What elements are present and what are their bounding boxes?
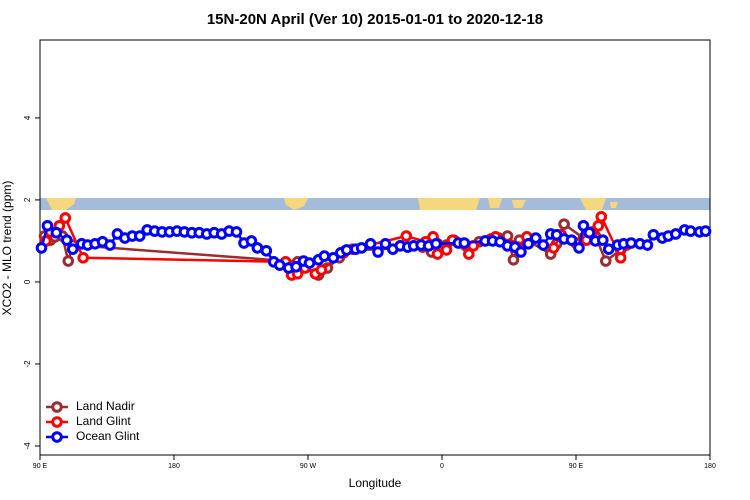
- legend-label: Land Nadir: [76, 399, 135, 413]
- point: [230, 226, 243, 238]
- y-axis-label: XCO2 - MLO trend (ppm): [0, 181, 14, 316]
- y-tick-label: 4: [23, 115, 32, 120]
- point: [327, 251, 340, 264]
- point: [522, 238, 535, 250]
- x-tick-label: 180: [168, 463, 180, 470]
- point: [430, 238, 442, 250]
- point: [565, 234, 578, 246]
- point: [641, 239, 654, 251]
- point: [595, 210, 608, 223]
- point: [77, 251, 89, 264]
- y-tick-label: 0: [23, 279, 32, 284]
- legend-label: Ocean Glint: [76, 429, 140, 443]
- point: [133, 230, 146, 242]
- point: [463, 248, 475, 260]
- point: [699, 225, 712, 237]
- point: [59, 212, 72, 224]
- point: [50, 226, 63, 239]
- point: [592, 219, 605, 232]
- chart-title: 15N-20N April (Ver 10) 2015-01-01 to 202…: [207, 11, 543, 28]
- point: [602, 243, 615, 255]
- point: [431, 248, 444, 260]
- x-tick-label: 90 E: [569, 463, 584, 470]
- point: [599, 255, 612, 267]
- legend-marker: [51, 401, 63, 413]
- x-tick-label: 90 E: [33, 463, 48, 470]
- point: [515, 246, 527, 258]
- y-tick-label: -2: [23, 360, 32, 368]
- legend-label: Land Glint: [76, 414, 131, 428]
- point: [372, 246, 384, 258]
- point: [251, 242, 264, 254]
- point: [379, 238, 392, 250]
- point: [273, 259, 286, 271]
- point: [684, 225, 697, 237]
- point: [577, 219, 590, 232]
- point: [340, 244, 353, 256]
- point: [440, 244, 453, 256]
- point: [583, 226, 596, 239]
- point: [614, 251, 627, 264]
- point: [573, 242, 585, 254]
- point: [104, 239, 116, 251]
- point: [625, 237, 637, 249]
- point: [66, 243, 79, 255]
- point: [558, 218, 570, 230]
- x-axis-label: Longitude: [349, 476, 402, 490]
- legend-marker: [51, 431, 63, 443]
- point: [507, 254, 520, 266]
- point: [62, 255, 75, 267]
- point: [318, 250, 331, 262]
- y-tick-label: -4: [23, 442, 32, 450]
- point: [35, 242, 48, 254]
- y-tick-label: 2: [23, 197, 32, 202]
- x-tick-label: 90 W: [300, 463, 317, 470]
- point: [530, 232, 542, 244]
- point: [41, 219, 54, 232]
- point: [597, 234, 609, 246]
- x-tick-label: 0: [440, 463, 444, 470]
- x-tick-label: 180: [704, 463, 716, 470]
- point: [245, 235, 258, 247]
- point: [315, 264, 328, 276]
- point: [669, 228, 682, 240]
- point: [355, 242, 368, 254]
- map-strip: [40, 198, 710, 210]
- point: [458, 237, 471, 249]
- point: [303, 257, 316, 269]
- point: [290, 260, 302, 273]
- point: [647, 228, 660, 241]
- point: [260, 244, 273, 257]
- point: [537, 239, 550, 251]
- point: [364, 238, 377, 250]
- point: [61, 234, 73, 246]
- point: [547, 242, 560, 254]
- legend-marker: [51, 416, 63, 428]
- point: [400, 230, 413, 242]
